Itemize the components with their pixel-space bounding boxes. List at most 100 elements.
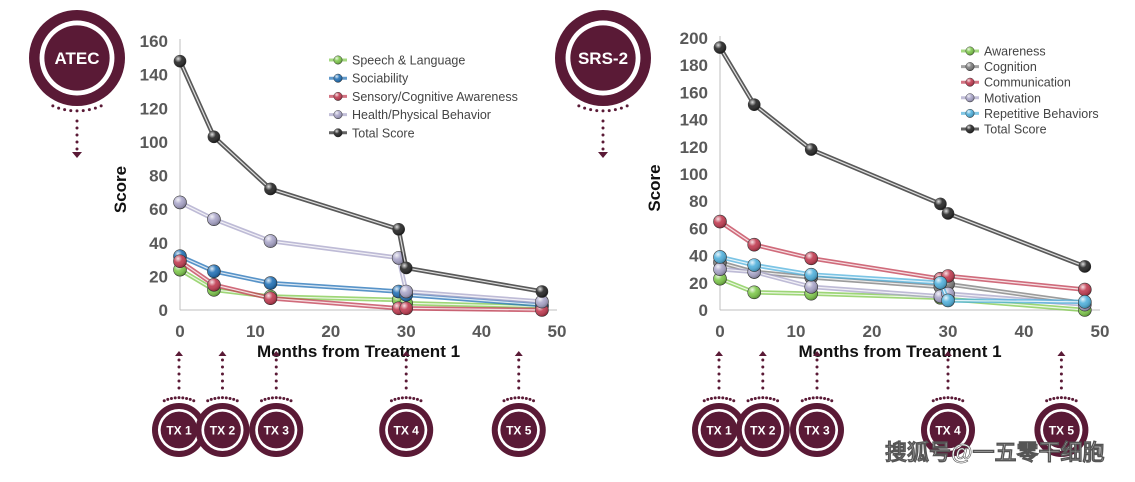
- series-total-score: [713, 41, 1092, 273]
- treatment-badge: TX 3: [790, 351, 844, 457]
- data-point-shine: [174, 55, 186, 68]
- x-tick-label: 20: [863, 322, 882, 341]
- arrow-head-icon: [1057, 351, 1066, 356]
- data-point-shine: [173, 195, 187, 209]
- scale-badge-atec-inner-disc: [44, 25, 110, 91]
- data-point[interactable]: [399, 284, 414, 299]
- data-point[interactable]: [747, 237, 762, 252]
- data-point[interactable]: [747, 285, 762, 300]
- data-point[interactable]: [263, 276, 278, 290]
- data-point[interactable]: [713, 214, 727, 229]
- data-point-shine: [399, 285, 413, 299]
- data-point[interactable]: [804, 280, 819, 294]
- data-point[interactable]: [207, 130, 221, 144]
- treatment-badge: TX 2: [735, 351, 790, 457]
- data-point[interactable]: [173, 254, 187, 269]
- data-point[interactable]: [207, 277, 221, 292]
- data-point[interactable]: [713, 41, 727, 54]
- arrow-head-icon: [175, 351, 183, 356]
- y-tick-label: 80: [149, 167, 168, 186]
- data-point[interactable]: [713, 262, 727, 277]
- legend-item[interactable]: Cognition: [961, 60, 1037, 74]
- data-point[interactable]: [804, 251, 819, 266]
- data-point-shine: [400, 261, 413, 274]
- data-point[interactable]: [941, 293, 955, 308]
- data-point-shine: [941, 293, 955, 307]
- data-point[interactable]: [399, 261, 413, 275]
- dotted-arrow-up-icon: [702, 351, 736, 403]
- legend-item[interactable]: Communication: [961, 76, 1071, 90]
- data-point[interactable]: [392, 223, 405, 236]
- data-point[interactable]: [399, 301, 414, 316]
- legend-item[interactable]: Sociability: [329, 72, 409, 86]
- y-tick-label: 160: [140, 32, 168, 51]
- x-tick-label: 50: [1091, 322, 1110, 341]
- data-point-shine: [713, 250, 727, 264]
- data-point-shine: [207, 278, 221, 292]
- data-point-shine: [263, 234, 277, 248]
- data-point[interactable]: [934, 197, 947, 211]
- arrow-head-icon: [715, 351, 723, 356]
- legend-label: Awareness: [984, 45, 1046, 59]
- data-point[interactable]: [804, 267, 819, 282]
- data-point[interactable]: [941, 207, 955, 220]
- data-point[interactable]: [264, 182, 277, 196]
- data-point[interactable]: [535, 285, 549, 298]
- data-point-shine: [263, 291, 277, 305]
- data-point[interactable]: [173, 195, 187, 210]
- data-point-shine: [1078, 260, 1091, 273]
- treatment-badge-label: TX 5: [1049, 423, 1075, 437]
- y-tick-label: 120: [140, 99, 168, 118]
- data-point-shine: [713, 215, 727, 229]
- data-point[interactable]: [747, 98, 761, 111]
- data-point[interactable]: [173, 54, 187, 68]
- data-point[interactable]: [713, 250, 727, 264]
- legend-item[interactable]: Health/Physical Behavior: [329, 108, 491, 122]
- dotted-arrow-down-icon: [51, 104, 103, 158]
- legend-item[interactable]: Repetitive Behaviors: [961, 107, 1099, 121]
- data-point-shine: [207, 130, 220, 143]
- dotted-arrow-up-icon: [931, 351, 965, 403]
- x-tick-label: 10: [246, 322, 265, 341]
- data-point[interactable]: [1078, 260, 1092, 273]
- legend-item[interactable]: Sensory/Cognitive Awareness: [329, 90, 518, 104]
- legend-item[interactable]: Motivation: [961, 91, 1041, 105]
- treatment-badge-inner-disc: [744, 411, 782, 449]
- data-point[interactable]: [263, 291, 278, 306]
- data-point[interactable]: [804, 143, 818, 156]
- legend-item[interactable]: Awareness: [961, 45, 1046, 59]
- treatment-badge-label: TX 2: [750, 423, 776, 437]
- data-point[interactable]: [207, 212, 221, 227]
- data-point[interactable]: [207, 264, 221, 279]
- legend-item[interactable]: Total Score: [329, 126, 415, 140]
- treatment-badge: TX 1: [692, 351, 746, 457]
- series-sensory-cognitive-awareness: [173, 254, 549, 317]
- legend-item[interactable]: Total Score: [961, 123, 1047, 137]
- x-tick-label: 40: [1015, 322, 1034, 341]
- data-point[interactable]: [1078, 295, 1092, 309]
- legend-item[interactable]: Speech & Language: [329, 54, 465, 68]
- data-point-shine: [714, 41, 726, 54]
- data-point[interactable]: [1078, 282, 1092, 297]
- dotted-arrow-up-icon: [206, 351, 239, 403]
- data-point-shine: [805, 143, 818, 156]
- data-point[interactable]: [535, 294, 549, 309]
- data-point-shine: [934, 197, 947, 210]
- data-point[interactable]: [747, 258, 762, 272]
- data-point-shine: [1078, 295, 1092, 309]
- series-total-score: [173, 54, 549, 298]
- legend-label: Cognition: [984, 60, 1037, 74]
- data-point[interactable]: [933, 275, 948, 290]
- y-tick-label: 0: [699, 301, 708, 320]
- legend-label: Speech & Language: [352, 54, 465, 68]
- data-point[interactable]: [263, 234, 278, 248]
- dotted-arrow-down-icon: [577, 104, 629, 158]
- treatment-badge: TX 1: [152, 351, 206, 457]
- data-point[interactable]: [713, 271, 727, 286]
- data-point-shine: [713, 262, 727, 276]
- legend-label: Total Score: [352, 126, 415, 140]
- arrow-head-icon: [758, 351, 767, 356]
- x-tick-label: 50: [548, 322, 567, 341]
- watermark: 搜狐号@一五零干细胞: [885, 440, 1104, 465]
